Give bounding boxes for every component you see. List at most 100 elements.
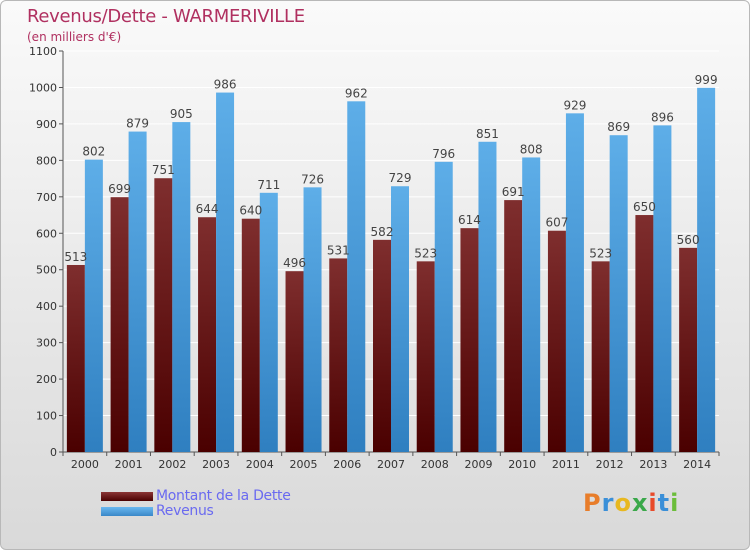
bar-revenue [259,192,278,453]
data-label-revenue: 905 [170,107,193,121]
logo-letter: i [648,489,658,517]
y-tick-label: 300 [36,337,57,350]
y-tick-label: 500 [36,264,57,277]
bar-debt [373,239,391,452]
chart-subtitle: (en milliers d'€) [27,30,122,44]
logo-letter: P [583,489,602,517]
data-label-debt: 691 [502,185,525,199]
data-label-debt: 699 [108,182,131,196]
logo-letter: t [657,489,671,517]
x-tick-label: 2006 [333,458,361,471]
data-label-debt: 496 [283,256,306,270]
data-label-debt: 751 [152,163,175,177]
bar-debt [547,230,566,452]
logo-letter: o [614,489,632,517]
legend-item-revenue: Revenus [101,503,214,519]
x-tick-label: 2011 [552,458,580,471]
y-tick-label: 0 [50,446,57,459]
y-tick-label: 900 [36,118,57,131]
bar-debt [154,178,173,452]
x-tick-label: 2009 [464,458,492,471]
bar-revenue [653,125,672,452]
data-label-debt: 531 [327,243,350,257]
data-label-debt: 650 [633,200,656,214]
data-label-revenue: 962 [345,86,368,100]
data-label-revenue: 729 [389,171,412,185]
y-tick-label: 800 [36,154,57,167]
bar-revenue [609,135,628,452]
data-label-revenue: 726 [301,172,324,186]
data-label-revenue: 802 [82,145,105,159]
bar-revenue [522,157,541,452]
bar-revenue [303,187,322,452]
bar-debt [635,215,654,452]
chart-title: Revenus/Dette - WARMERIVILLE [27,6,305,27]
x-tick-label: 2002 [158,458,186,471]
data-label-revenue: 796 [432,147,455,161]
data-label-revenue: 999 [695,73,718,87]
data-label-debt: 640 [239,204,262,218]
bar-revenue [391,186,409,452]
bar-debt [679,247,698,452]
x-tick-label: 2007 [377,458,405,471]
data-label-revenue: 711 [257,178,280,192]
data-label-debt: 644 [196,202,219,216]
data-label-revenue: 808 [520,142,543,156]
x-tick-label: 2008 [421,458,449,471]
x-tick-label: 2000 [71,458,99,471]
bar-revenue [216,92,235,453]
legend-label-debt: Montant de la Dette [156,488,291,504]
legend-swatch-debt [101,491,153,501]
x-tick-label: 2014 [683,458,711,471]
data-label-debt: 523 [414,246,437,260]
data-label-revenue: 896 [651,110,674,124]
bar-debt [285,271,304,452]
y-tick-label: 600 [36,227,57,240]
data-label-debt: 607 [545,216,568,230]
data-label-debt: 582 [371,225,394,239]
bar-debt [110,197,129,452]
data-label-revenue: 986 [214,78,237,92]
proxiti-logo: Proxiti [583,489,679,517]
y-tick-label: 100 [36,410,57,423]
data-label-revenue: 851 [476,127,499,141]
data-label-debt: 513 [64,250,87,264]
y-tick-label: 400 [36,300,57,313]
bar-debt [329,258,348,452]
bar-revenue [434,161,453,452]
bar-debt [198,217,217,452]
legend-item-debt: Montant de la Dette [101,488,291,504]
bar-revenue [565,113,584,452]
x-tick-label: 2005 [290,458,318,471]
x-tick-label: 2013 [639,458,667,471]
y-tick-label: 200 [36,373,57,386]
bar-debt [66,264,85,452]
data-label-revenue: 929 [563,98,586,112]
bar-debt [416,261,435,452]
x-tick-label: 2010 [508,458,536,471]
bar-revenue [347,101,366,452]
bar-debt [460,228,479,452]
y-tick-label: 1100 [29,45,57,58]
x-tick-label: 2003 [202,458,230,471]
data-label-debt: 523 [589,246,612,260]
logo-letter: r [601,489,615,517]
bar-debt [241,218,260,452]
bar-revenue [128,131,147,452]
bar-revenue [172,122,191,452]
x-tick-label: 2001 [115,458,143,471]
bar-debt [504,200,523,452]
bar-revenue [478,141,497,452]
bar-debt [591,261,610,452]
data-label-revenue: 879 [126,117,149,131]
x-tick-label: 2012 [596,458,624,471]
data-label-debt: 560 [677,233,700,247]
bar-revenue [697,87,716,452]
data-label-revenue: 869 [607,120,630,134]
legend-swatch-revenue [101,506,153,516]
y-tick-label: 1000 [29,81,57,94]
logo-letter: x [631,489,649,517]
bar-revenue [84,159,103,452]
